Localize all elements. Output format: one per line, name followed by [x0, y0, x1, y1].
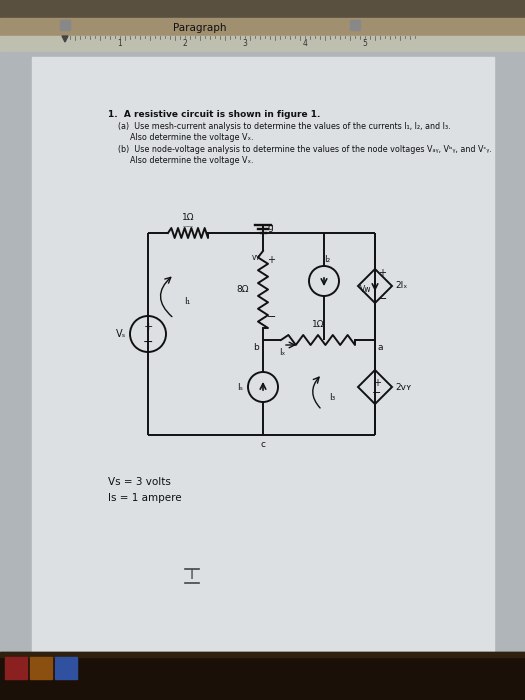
- Text: 1Ω: 1Ω: [182, 213, 194, 222]
- Text: −: −: [143, 335, 153, 349]
- Text: −: −: [267, 312, 276, 322]
- Text: 2: 2: [183, 39, 187, 48]
- Bar: [0, 36, 525, 52]
- Bar: [60, 20, 70, 30]
- Text: 1Ω: 1Ω: [312, 320, 324, 329]
- Text: 8Ω: 8Ω: [236, 285, 249, 294]
- Text: 3: 3: [243, 39, 247, 48]
- Text: b: b: [253, 343, 259, 352]
- Text: I₃: I₃: [329, 393, 335, 402]
- Text: +: +: [378, 268, 386, 278]
- Text: Iₓ: Iₓ: [279, 348, 285, 357]
- Text: −: −: [378, 294, 387, 304]
- Text: +: +: [373, 378, 381, 388]
- Text: Vs = 3 volts: Vs = 3 volts: [108, 477, 171, 487]
- Text: Also determine the voltage Vₓ.: Also determine the voltage Vₓ.: [130, 156, 254, 165]
- Text: vʏ: vʏ: [252, 253, 261, 262]
- Text: Iₛ: Iₛ: [237, 382, 243, 391]
- Text: ——: ——: [183, 224, 194, 229]
- Bar: [30, 657, 52, 679]
- Text: I: I: [190, 568, 194, 582]
- Text: 2vʏ: 2vʏ: [395, 382, 412, 391]
- Bar: [350, 20, 360, 30]
- Text: Vₛ: Vₛ: [116, 329, 126, 339]
- Bar: [32, 57, 494, 662]
- Text: −: −: [372, 388, 382, 398]
- Text: Is = 1 ampere: Is = 1 ampere: [108, 493, 182, 503]
- Bar: [55, 657, 77, 679]
- Text: Paragraph: Paragraph: [173, 23, 227, 33]
- Text: 1.  A resistive circuit is shown in figure 1.: 1. A resistive circuit is shown in figur…: [108, 110, 320, 119]
- Bar: [5, 657, 27, 679]
- Text: I₂: I₂: [324, 255, 330, 264]
- Bar: [0, 0, 525, 18]
- Text: 1: 1: [118, 39, 122, 48]
- Text: (b)  Use node-voltage analysis to determine the values of the node voltages Vₐᵧ,: (b) Use node-voltage analysis to determi…: [118, 145, 492, 154]
- Bar: [0, 652, 525, 700]
- Text: g: g: [267, 223, 273, 232]
- Bar: [0, 18, 525, 36]
- Text: I₁: I₁: [184, 297, 190, 306]
- Text: c: c: [260, 440, 266, 449]
- Text: (a)  Use mesh-current analysis to determine the values of the currents I₁, I₂, a: (a) Use mesh-current analysis to determi…: [118, 122, 450, 131]
- Text: +: +: [267, 255, 275, 265]
- Bar: [0, 52, 525, 667]
- Text: Vᴡ: Vᴡ: [360, 286, 371, 295]
- Text: 5: 5: [363, 39, 368, 48]
- Text: a: a: [378, 343, 383, 352]
- Text: 2Iₓ: 2Iₓ: [395, 281, 407, 290]
- Bar: [0, 0, 525, 22]
- Polygon shape: [62, 36, 68, 42]
- Bar: [0, 652, 525, 657]
- Text: +: +: [143, 322, 153, 332]
- Text: Also determine the voltage Vₓ.: Also determine the voltage Vₓ.: [130, 133, 254, 142]
- Text: 4: 4: [302, 39, 308, 48]
